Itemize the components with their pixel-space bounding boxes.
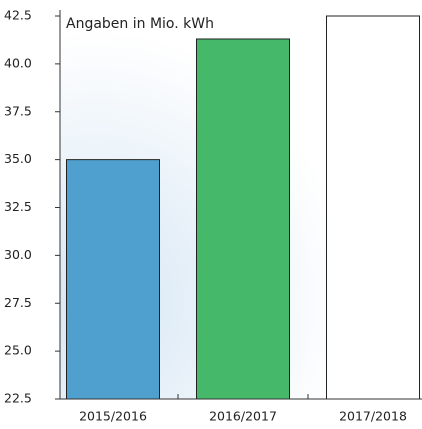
y-tick-label: 25.0 bbox=[4, 343, 32, 358]
y-tick-label: 30.0 bbox=[4, 247, 32, 262]
x-tick-label: 2017/2018 bbox=[339, 409, 407, 424]
bar bbox=[196, 38, 290, 400]
bar bbox=[326, 15, 420, 400]
y-tick-label: 32.5 bbox=[4, 199, 32, 214]
y-tick-label: 42.5 bbox=[4, 8, 32, 23]
bar bbox=[66, 159, 160, 400]
y-tick-label: 22.5 bbox=[4, 391, 32, 406]
y-tick-label: 37.5 bbox=[4, 103, 32, 118]
chart-title: Angaben in Mio. kWh bbox=[66, 16, 214, 32]
y-tick-label: 35.0 bbox=[4, 151, 32, 166]
y-tick-label: 40.0 bbox=[4, 55, 32, 70]
x-tick-label: 2016/2017 bbox=[209, 409, 277, 424]
y-tick-label: 27.5 bbox=[4, 295, 32, 310]
x-tick-label: 2015/2016 bbox=[79, 409, 147, 424]
